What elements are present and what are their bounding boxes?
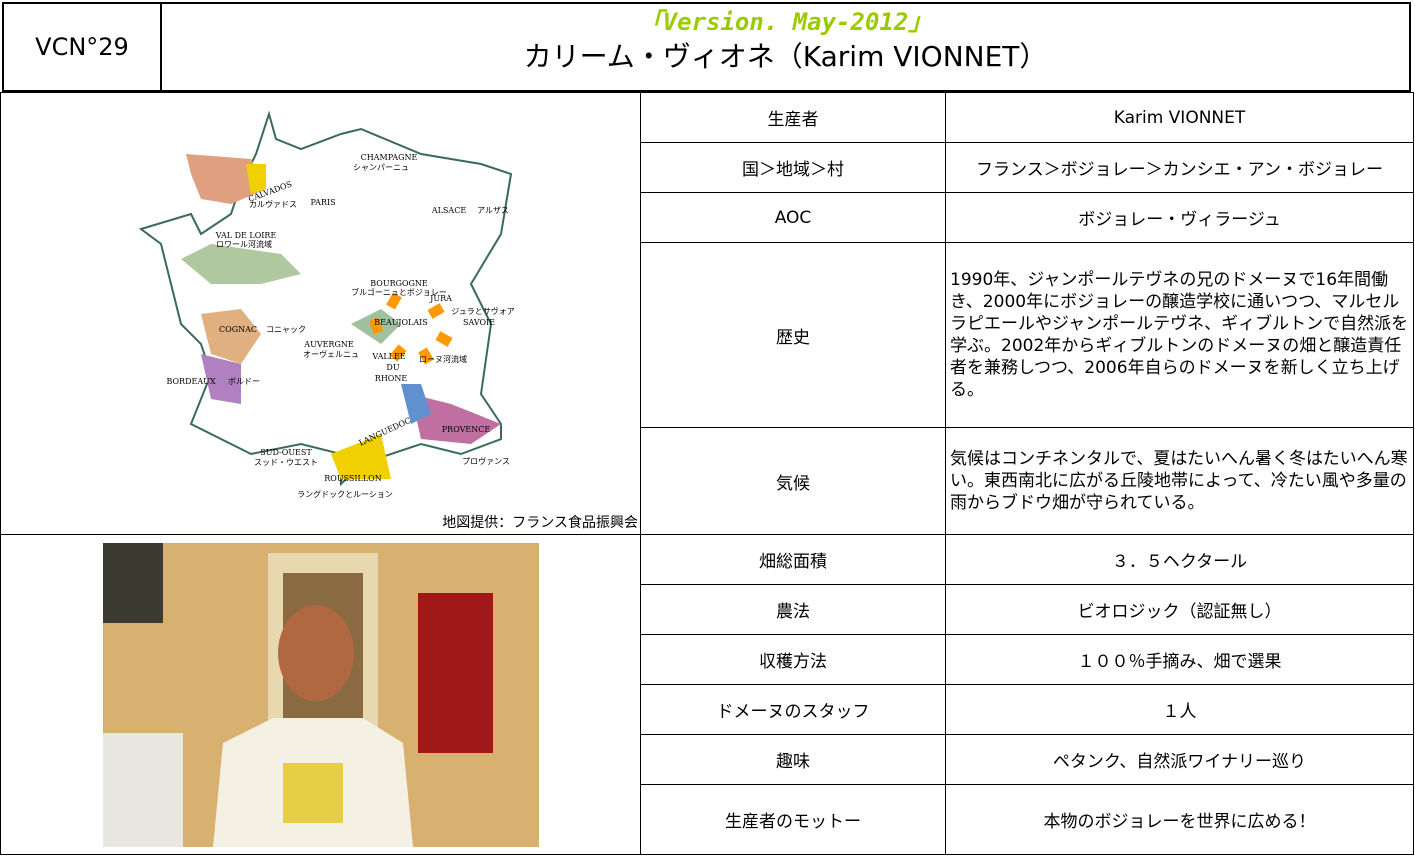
map-label: SUD-OUEST	[260, 448, 312, 457]
highlight	[368, 291, 453, 365]
title-block: 「Version. May-2012」 カリーム・ヴィオネ（Karim VION…	[162, 4, 1409, 90]
region	[246, 163, 266, 194]
row-label: 生産者	[640, 92, 946, 143]
row-value: ボジョレー・ヴィラージュ	[945, 192, 1414, 243]
row-value: フランス＞ボジョレー＞カンシエ・アン・ボジョレー	[945, 142, 1414, 193]
row-value: ペタンク、自然派ワイナリー巡り	[945, 734, 1414, 785]
row-value: ビオロジック（認証無し）	[945, 584, 1414, 635]
map-label: ローヌ河流域	[419, 354, 467, 364]
version: 「Version. May-2012」	[638, 8, 933, 36]
map-label: VALLEE	[371, 352, 405, 361]
map-label: オーヴェルニュ	[303, 349, 359, 359]
map-label: カルヴァドス	[249, 199, 297, 209]
row-value: Karim VIONNET	[945, 92, 1414, 143]
map-label: プロヴァンス	[462, 456, 510, 466]
map-label: ボルドー	[228, 377, 260, 386]
region	[201, 353, 241, 404]
map-label: アルザス	[477, 206, 509, 215]
row-label: 農法	[640, 584, 946, 635]
map-label: BEAUJOLAIS	[374, 318, 428, 327]
photo	[102, 542, 539, 847]
map-label: BORDEAUX	[166, 377, 215, 386]
region	[201, 308, 261, 364]
map-label: DU	[386, 363, 399, 372]
row-value: 本物のボジョレーを世界に広める！	[945, 784, 1414, 855]
row-label: 気候	[640, 427, 946, 535]
row-value: ３．５ヘクタール	[945, 534, 1414, 585]
row-label: 歴史	[640, 242, 946, 428]
row-label: ドメーヌのスタッフ	[640, 684, 946, 735]
map-label: CHAMPAGNE	[361, 153, 418, 162]
map-caption: 地図提供：フランス食品振興会	[442, 515, 638, 531]
row-value: １００％手摘み、畑で選果	[945, 634, 1414, 685]
map-label: AUVERGNE	[303, 340, 354, 349]
info-table: CHAMPAGNE シャンパーニュ CALVADOS カルヴァドス PARIS ALSAC…	[0, 92, 1414, 855]
map-label: PARIS	[310, 198, 335, 207]
map-label: ロワール河流域	[216, 239, 272, 249]
map-label: ALSACE	[431, 206, 466, 215]
map-label: ROUSSILLON	[324, 474, 382, 483]
map-cell: CHAMPAGNE シャンパーニュ CALVADOS カルヴァドス PARIS ALSAC…	[0, 92, 641, 535]
map-label: RHONE	[375, 374, 408, 383]
map-label: スッド・ウエスト	[254, 458, 318, 467]
map-label: COGNAC	[219, 325, 257, 334]
row-value: 気候はコンチネンタルで、夏はたいへん暑く冬はたいへん寒い。東西南北に広がる丘陵地…	[945, 427, 1414, 535]
row-label: AOC	[640, 192, 946, 243]
region	[331, 433, 391, 479]
row-value: 1990年、ジャンポールテヴネの兄のドメーヌで16年間働き、2000年にボジョレ…	[945, 242, 1414, 428]
photo-cell	[0, 534, 641, 855]
map-label: ブルゴーニュとボジョレー	[351, 287, 447, 297]
map-label: JURA	[429, 294, 452, 303]
header: VCN°29 「Version. May-2012」 カリーム・ヴィオネ（Kar…	[2, 2, 1411, 92]
row-label: 生産者のモットー	[640, 784, 946, 855]
row-label: 畑総面積	[640, 534, 946, 585]
title: カリーム・ヴィオネ（Karim VIONNET）	[523, 40, 1048, 73]
region	[181, 243, 301, 284]
map-label: VAL DE LOIRE	[215, 231, 277, 240]
map-label: PROVENCE	[442, 425, 491, 434]
map-label: コニャック	[266, 325, 306, 334]
map-label: BOURGOGNE	[370, 279, 428, 288]
region	[186, 153, 266, 204]
map-label: ジュラとサヴォア	[451, 306, 514, 316]
row-label: 趣味	[640, 734, 946, 785]
row-value: １人	[945, 684, 1414, 735]
code: VCN°29	[4, 4, 162, 90]
region	[401, 383, 431, 424]
map-label: シャンパーニュ	[353, 163, 409, 172]
row-label: 国＞地域＞村	[640, 142, 946, 193]
row-label: 収穫方法	[640, 634, 946, 685]
map-label: ラングドックとルーション	[297, 489, 393, 499]
map-label: SAVOIE	[463, 318, 495, 327]
region	[411, 393, 501, 444]
